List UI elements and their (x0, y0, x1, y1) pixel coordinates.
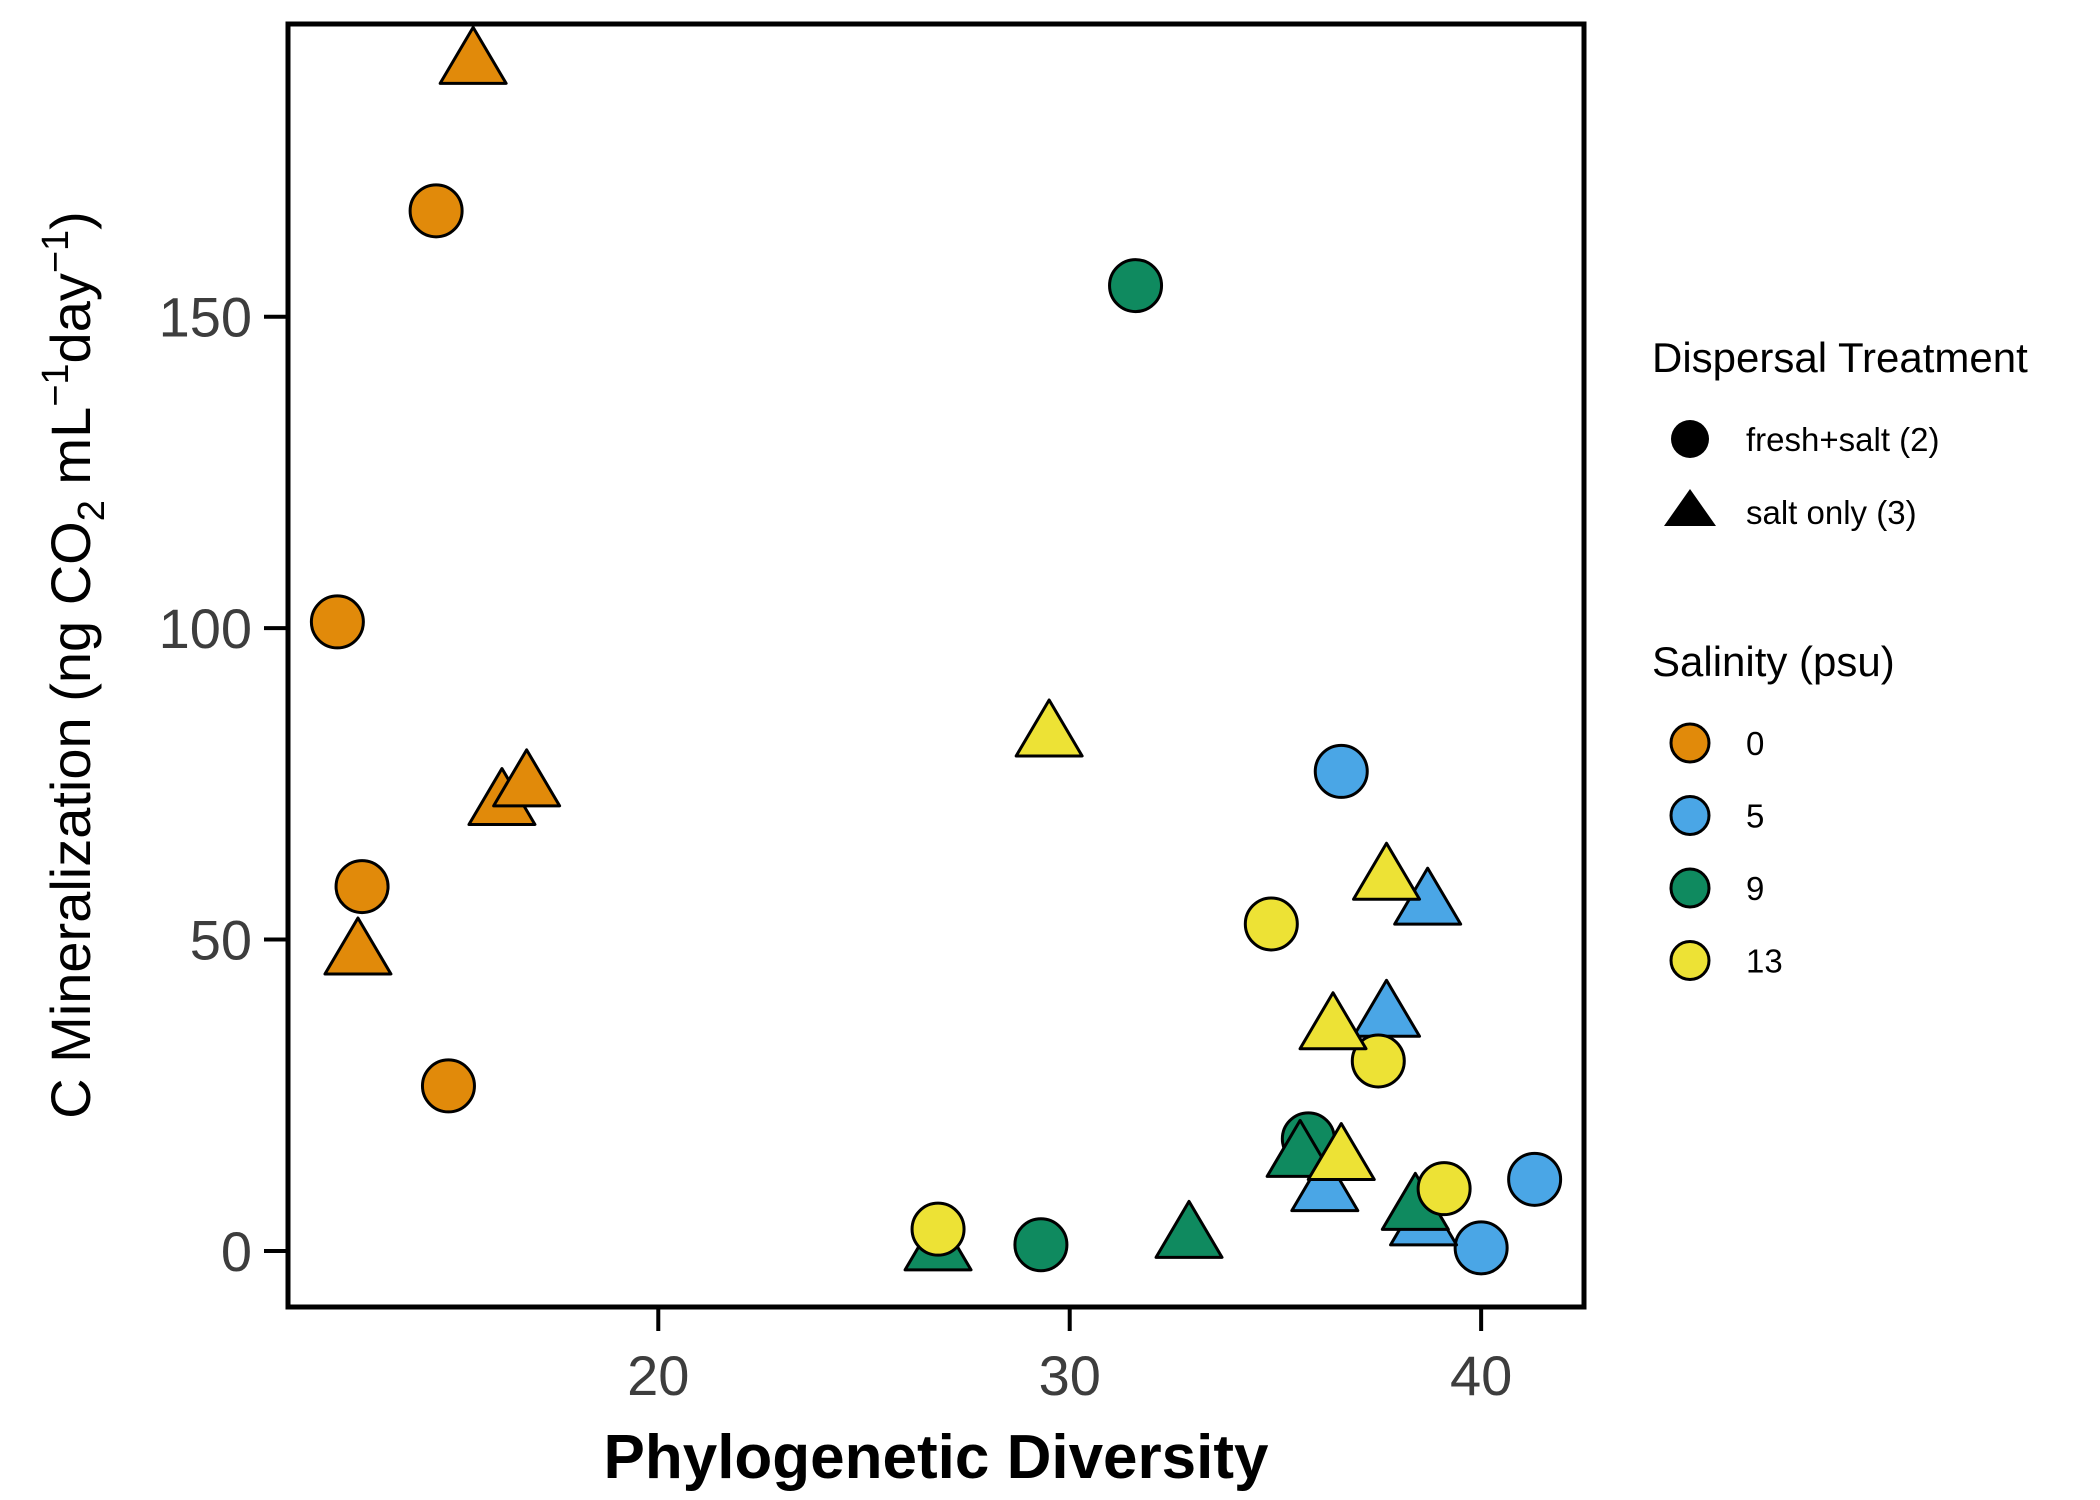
y-tick-label: 0 (221, 1220, 252, 1283)
data-point-circle (309, 594, 365, 650)
legend-color-key (1669, 795, 1711, 836)
legend-color-keys: 0 5 9 13 (1669, 722, 1783, 981)
legend-color-label: 5 (1746, 798, 1764, 835)
legend-color-key (1669, 867, 1711, 909)
legend-color-label: 9 (1746, 870, 1764, 907)
data-point-circle (1453, 1220, 1509, 1276)
plot-panel (285, 21, 1587, 1310)
legend: Dispersal Treatment fresh+salt (2) salt … (1652, 334, 2028, 981)
legend-color-title: Salinity (psu) (1652, 638, 1895, 685)
data-point-circle (334, 859, 390, 915)
legend-shape-title: Dispersal Treatment (1652, 334, 2028, 381)
y-tick-label: 100 (159, 597, 252, 660)
x-axis-label: Phylogenetic Diversity (603, 1423, 1269, 1492)
data-point-circle (1013, 1217, 1069, 1273)
data-point-circle (1108, 258, 1164, 314)
y-axis: 0 50 100 150 (159, 286, 288, 1283)
x-tick-label: 30 (1039, 1344, 1101, 1407)
data-point-triangle (438, 25, 508, 85)
legend-circle-label: fresh+salt (2) (1746, 421, 1940, 458)
legend-color-label: 13 (1746, 943, 1783, 980)
data-point-triangle (492, 748, 562, 808)
data-point-circle (1243, 896, 1299, 952)
data-points (309, 25, 1563, 1276)
data-point-circle (420, 1058, 476, 1114)
y-tick-label: 150 (159, 286, 252, 349)
x-tick-label: 40 (1450, 1344, 1512, 1407)
y-tick-label: 50 (190, 909, 252, 972)
data-point-circle (408, 183, 464, 239)
data-point-triangle (1352, 841, 1422, 901)
legend-triangle-label: salt only (3) (1746, 494, 1917, 531)
legend-circle-key (1671, 420, 1709, 458)
y-axis-label: C Mineralization (ng CO2 mL−1day−1) (35, 211, 113, 1119)
data-point-triangle (1290, 1153, 1360, 1213)
x-tick-label: 20 (627, 1344, 689, 1407)
data-point-circle (1507, 1151, 1563, 1207)
x-axis: 20 30 40 (627, 1307, 1512, 1407)
data-point-circle (1313, 743, 1369, 799)
data-point-triangle (1298, 991, 1368, 1051)
legend-color-key (1669, 722, 1711, 764)
data-point-triangle (323, 916, 393, 976)
data-point-triangle (1154, 1199, 1224, 1259)
data-point-circle (910, 1201, 966, 1257)
legend-color-key (1669, 940, 1711, 981)
legend-triangle-key (1664, 489, 1716, 526)
data-point-triangle (1306, 1122, 1376, 1182)
data-point-circle (1416, 1161, 1472, 1217)
data-point-triangle (1014, 698, 1084, 758)
legend-color-label: 0 (1746, 725, 1764, 762)
